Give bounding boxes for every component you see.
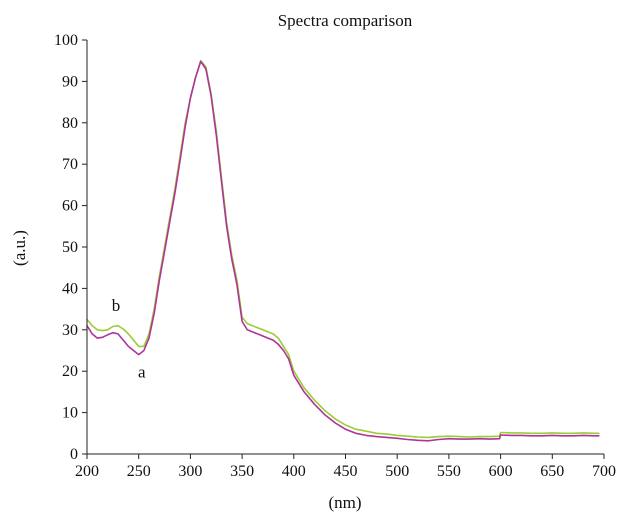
annotation-a: a <box>138 362 146 381</box>
series-layer <box>86 59 600 442</box>
chart-title: Spectra comparison <box>278 11 413 30</box>
plot-area: 200 250 300 350 400 450 500 550 600 650 700 0 10 20 3… <box>54 32 616 480</box>
y-tick-label: 10 <box>62 405 78 422</box>
x-axis-label: (nm) <box>328 493 361 512</box>
y-tick-label: 80 <box>62 115 78 132</box>
x-tick-label: 350 <box>230 463 254 480</box>
annotation-b: b <box>112 296 121 315</box>
series-line-a <box>86 60 600 442</box>
annotation-layer: ba <box>112 296 146 381</box>
x-tick-label: 200 <box>75 463 99 480</box>
y-tick-label: 50 <box>62 239 78 256</box>
x-tick-label: 600 <box>489 463 513 480</box>
series-line-b <box>86 59 600 439</box>
y-tick-group: 0 10 20 30 40 50 60 70 80 90 100 <box>54 32 87 463</box>
x-tick-group: 200 250 300 350 400 450 500 550 600 650 700 <box>75 454 616 480</box>
x-tick-label: 300 <box>178 463 202 480</box>
y-tick-label: 100 <box>54 32 78 49</box>
y-tick-label: 30 <box>62 322 78 339</box>
x-tick-label: 450 <box>334 463 358 480</box>
x-tick-label: 250 <box>127 463 151 480</box>
y-axis-label: (a.u.) <box>10 230 29 266</box>
y-tick-label: 0 <box>70 446 78 463</box>
x-tick-label: 550 <box>437 463 461 480</box>
y-tick-label: 20 <box>62 363 78 380</box>
y-tick-label: 40 <box>62 280 78 297</box>
x-tick-label: 700 <box>592 463 616 480</box>
x-tick-label: 400 <box>282 463 306 480</box>
y-tick-label: 90 <box>62 73 78 90</box>
x-tick-label: 500 <box>385 463 409 480</box>
y-tick-label: 70 <box>62 156 78 173</box>
y-tick-label: 60 <box>62 198 78 215</box>
x-tick-label: 650 <box>540 463 564 480</box>
